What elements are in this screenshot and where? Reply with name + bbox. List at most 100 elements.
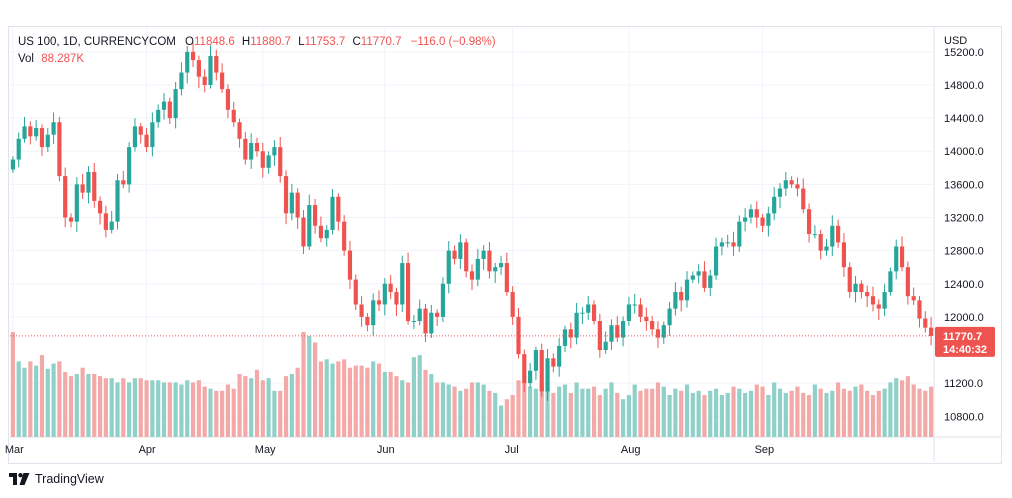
brand-name: TradingView <box>35 472 104 486</box>
volume-bar <box>836 382 841 437</box>
volume-bar <box>371 361 376 437</box>
candle-body <box>760 217 765 226</box>
candle-body <box>667 308 672 326</box>
candle-body <box>905 267 910 297</box>
candle-body <box>68 217 74 222</box>
candle-body <box>696 271 701 276</box>
candle-body <box>109 221 114 230</box>
candle-body <box>336 196 341 222</box>
candle-body <box>388 283 393 293</box>
volume-bar <box>603 388 608 437</box>
volume-bar <box>429 374 434 437</box>
volume-bar <box>557 386 562 437</box>
candle-body <box>551 358 556 367</box>
candle-body <box>185 51 190 73</box>
volume-bar <box>748 390 754 437</box>
candle-body <box>16 138 21 160</box>
candle-body <box>911 296 916 301</box>
candle-body <box>713 246 719 276</box>
candle-body <box>929 327 934 336</box>
candle-body <box>923 318 928 328</box>
volume-bar <box>51 363 56 437</box>
candle-body <box>469 271 475 280</box>
volume-bar <box>638 390 643 437</box>
candle-body <box>411 321 416 323</box>
candle-body <box>568 329 573 338</box>
candle-body <box>144 134 149 148</box>
volume-bar <box>882 388 887 437</box>
candle-body <box>179 72 184 90</box>
volume-bar <box>185 380 190 437</box>
candle-body <box>899 246 905 268</box>
volume-bar <box>394 376 399 437</box>
volume-bar <box>68 376 74 437</box>
volume-bar <box>894 378 899 437</box>
y-tick-label: 12000.0 <box>944 312 984 324</box>
candle-body <box>150 122 155 148</box>
candle-body <box>783 180 788 189</box>
candle-body <box>220 72 225 90</box>
volume-bar <box>173 382 178 437</box>
candle-body <box>586 304 591 313</box>
volume-bar <box>597 395 602 437</box>
candle-body <box>853 283 858 293</box>
volume-bar <box>812 384 817 437</box>
candle-body <box>231 109 236 123</box>
candle-body <box>28 126 33 137</box>
volume-bar <box>16 361 21 437</box>
candle-body <box>539 350 544 392</box>
volume-bar <box>760 386 765 437</box>
change-value: −116.0 (−0.98%) <box>410 36 496 48</box>
candle-body <box>324 229 329 239</box>
volume-bar <box>103 378 108 437</box>
y-tick-label: 15200.0 <box>944 47 984 59</box>
close-label: C <box>352 36 361 48</box>
x-tick-label: May <box>255 444 276 456</box>
volume-bar <box>818 388 823 437</box>
volume-bar <box>307 336 312 437</box>
candle-body <box>818 234 823 251</box>
candle-body <box>574 312 579 338</box>
candle-body <box>22 126 27 139</box>
candle-body <box>417 308 422 322</box>
volume-bar <box>545 388 550 437</box>
volume-bar <box>876 390 881 437</box>
high-label: H <box>241 36 251 48</box>
volume-bar <box>510 395 515 437</box>
volume-bar <box>551 392 556 437</box>
y-tick-label: 13200.0 <box>944 213 984 225</box>
candle-body <box>894 246 899 272</box>
candle-body <box>45 134 50 148</box>
candle-body <box>743 217 748 222</box>
candle-body <box>342 221 347 251</box>
candle-body <box>237 122 242 139</box>
candle-body <box>121 180 126 185</box>
candle-body <box>591 304 597 322</box>
candle-body <box>545 358 550 392</box>
volume-bar <box>115 382 120 437</box>
candle-body <box>504 263 509 293</box>
volume-bar <box>777 388 783 437</box>
volume-bar <box>684 384 690 437</box>
candle-body <box>266 155 271 168</box>
volume-bar <box>74 374 79 437</box>
y-tick-label: 14000.0 <box>944 146 984 158</box>
volume-bar <box>754 384 759 437</box>
ohlc-legend: US 100, 1D, CURRENCYCOM O11848.6 H11880.… <box>18 36 496 48</box>
tradingview-logo[interactable]: TradingView <box>9 472 104 486</box>
candle-body <box>789 180 794 185</box>
candle-body <box>97 200 103 214</box>
volume-bar <box>80 367 85 437</box>
volume-bar <box>725 392 730 437</box>
volume-bar <box>121 378 126 437</box>
candle-body <box>208 55 213 85</box>
volume-bar <box>574 382 579 437</box>
x-tick-label: Jul <box>505 444 519 456</box>
volume-bar <box>417 355 422 437</box>
volume-bar <box>179 384 184 437</box>
candle-body <box>318 225 323 239</box>
candle-body <box>86 171 91 193</box>
volume-bar <box>469 382 475 437</box>
volume-bar <box>615 392 620 437</box>
